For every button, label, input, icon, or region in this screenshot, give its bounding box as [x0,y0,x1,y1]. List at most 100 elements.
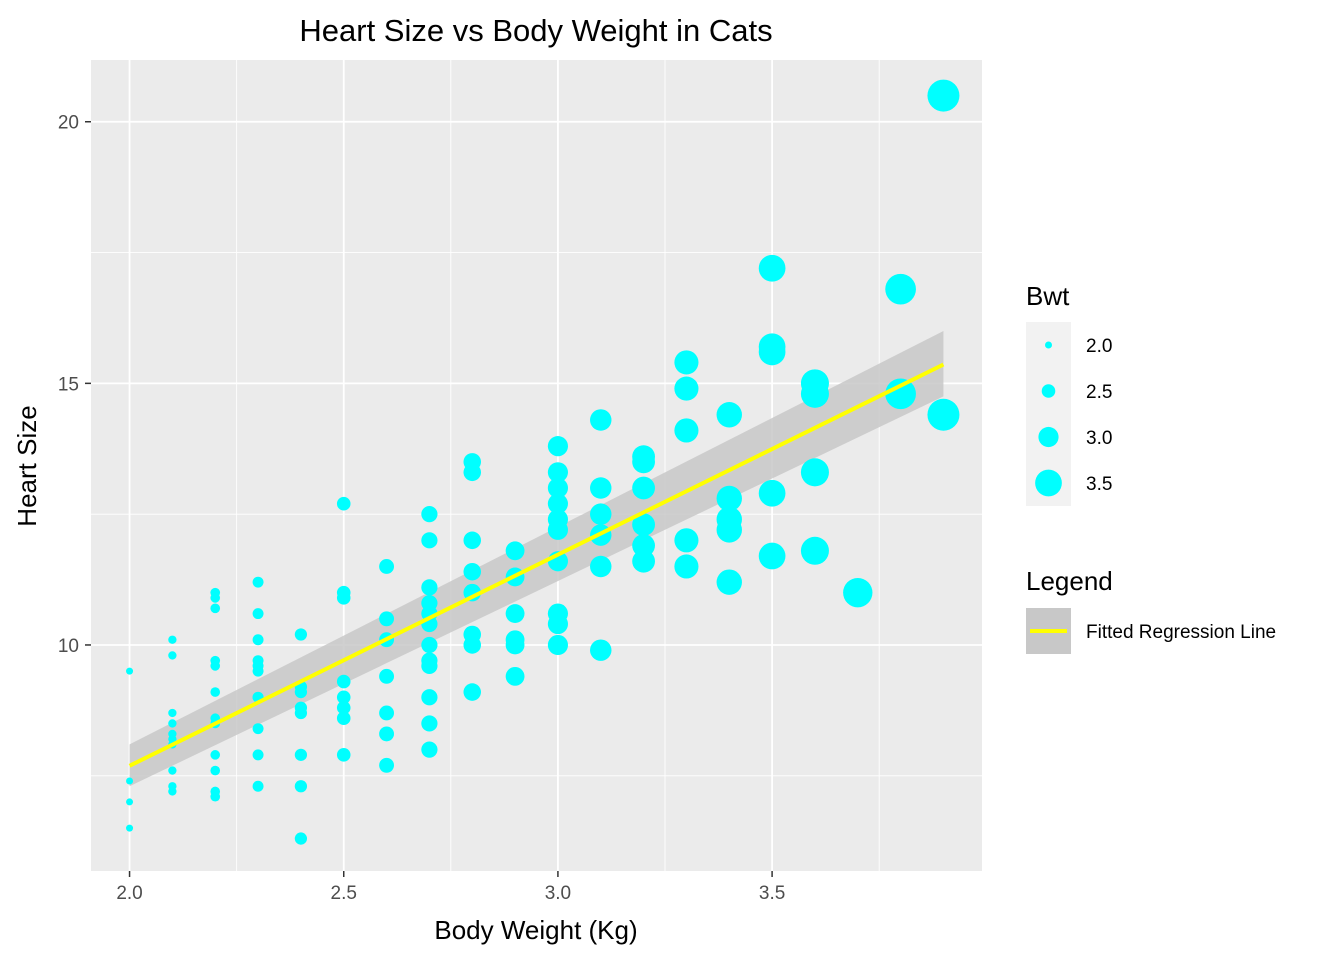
data-point [843,577,873,608]
size-legend-symbol [1045,341,1052,349]
data-point [421,579,438,596]
data-point [716,569,742,595]
data-point [421,689,438,706]
data-point [547,603,568,624]
data-point [379,726,395,742]
data-point [421,532,438,549]
line-legend-title: Legend [1026,566,1113,596]
data-point [547,477,568,499]
data-point [294,780,308,793]
data-point [632,513,655,537]
data-point [505,666,525,686]
data-point [294,701,308,714]
data-point [463,625,482,644]
data-point [336,690,351,705]
data-point [252,576,264,588]
size-legend-label: 3.5 [1086,474,1112,495]
data-point [126,798,134,806]
data-point [885,273,916,305]
data-point [632,476,655,500]
data-point [336,700,351,715]
data-point [168,719,177,728]
data-point [758,333,786,361]
data-point [126,667,134,675]
data-point [547,634,568,656]
data-point [547,436,568,457]
data-point [252,780,264,792]
data-point [421,741,438,758]
data-point [168,782,177,791]
data-point [252,634,264,646]
data-point [674,350,699,375]
data-point [252,749,264,761]
data-point [421,652,438,669]
data-point [590,503,612,525]
data-point [210,603,221,614]
data-point [547,493,568,514]
y-axis-ticks: 10 15 20 [58,113,91,657]
data-point [379,705,395,721]
x-tick-label: 3.0 [545,883,571,904]
data-point [421,636,438,654]
data-point [632,549,655,573]
data-point [336,748,351,762]
data-point [758,254,786,282]
data-point [168,729,177,739]
y-tick-label: 10 [58,636,79,657]
data-point [252,608,264,620]
data-point [210,655,221,666]
data-point [716,506,742,533]
regression-line [128,362,945,768]
data-point [210,786,221,797]
data-point [590,555,612,578]
data-point [463,683,482,701]
x-tick-label: 2.5 [331,883,357,904]
major-gridlines [91,60,982,871]
data-point [674,418,699,443]
data-point [463,453,482,471]
size-legend-title: Bwt [1026,281,1070,311]
data-point [674,376,699,401]
data-point [294,628,308,641]
data-points [126,79,960,845]
data-point [800,458,829,487]
data-point [168,635,177,644]
data-point [885,378,916,410]
data-point [336,674,351,689]
data-point [379,668,395,684]
data-point [210,765,221,776]
regression-line-group [128,362,945,768]
y-axis-title: Heart Size [12,405,42,526]
data-point [210,750,221,760]
data-point [758,542,786,570]
size-legend-symbol [1041,384,1056,398]
size-legend: Bwt 2.0 2.5 3.0 3.5 [1026,281,1112,506]
data-point [336,496,351,511]
y-tick-label: 20 [58,113,79,134]
plot-panel [91,60,982,871]
data-point [590,639,612,661]
data-point [294,832,308,845]
chart-title: Heart Size vs Body Weight in Cats [299,13,772,48]
size-legend-label: 2.5 [1086,382,1112,403]
data-point [927,398,960,431]
data-point [379,559,395,574]
data-point [505,630,525,650]
data-point [800,369,829,398]
data-point [252,723,264,735]
minor-gridlines [91,60,982,871]
data-point [168,708,177,718]
data-point [927,79,960,112]
data-point [674,528,699,553]
data-point [716,402,742,428]
confidence-band [129,331,944,787]
data-point [379,611,395,627]
data-point [463,562,482,581]
data-point [632,445,655,468]
size-legend-symbol [1035,469,1062,497]
data-point [336,585,351,600]
data-point [758,479,786,507]
data-point [463,531,482,550]
data-point [421,506,438,523]
